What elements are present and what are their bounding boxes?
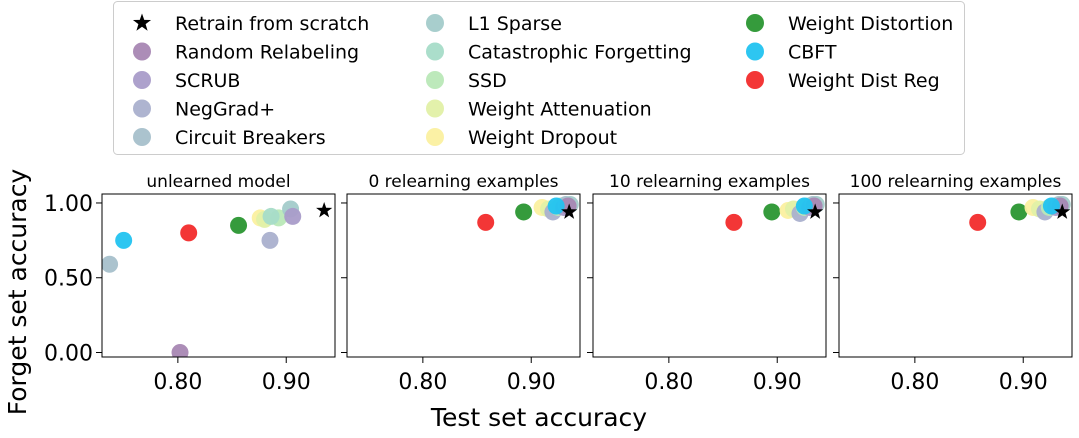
legend-marker-circle (426, 14, 444, 32)
x-tick-label: 0.80 (398, 370, 447, 395)
legend-frame (113, 1, 965, 155)
legend-marker-circle (746, 14, 764, 32)
legend-entry-weight-attenuation: Weight Attenuation (426, 99, 652, 121)
legend-entry-cbft: CBFT (746, 42, 837, 64)
legend-marker-circle (426, 99, 444, 118)
point-retrain-from-scratch-star (1054, 203, 1071, 219)
point-cbft (1042, 197, 1060, 215)
legend-marker-circle (133, 71, 151, 89)
x-tick-label: 0.90 (753, 370, 802, 395)
legend-entry-weight-dropout: Weight Dropout (426, 127, 617, 149)
legend-label: Weight Distortion (788, 13, 953, 35)
legend-entry-neggrad: NegGrad+ (133, 99, 275, 121)
legend: Retrain from scratch Random Relabeling SCR… (113, 1, 965, 155)
point-weight-distortion (763, 203, 781, 221)
legend-label: SCRUB (175, 70, 240, 92)
scatter-points (102, 200, 302, 357)
legend-label: Weight Dropout (468, 127, 617, 149)
point-weight-distortion (515, 203, 533, 221)
point-cbft (115, 231, 133, 249)
panel-title: 100 relearning examples (850, 172, 1062, 192)
legend-entry-random-relabeling: Random Relabeling (133, 42, 359, 64)
point-weight-distortion (230, 216, 248, 234)
point-retrain-from-scratch-star (807, 203, 824, 219)
legend-label: Retrain from scratch (175, 13, 369, 35)
x-axis-label: Test set accuracy (430, 403, 647, 432)
legend-entry-circuit-breakers: Circuit Breakers (133, 127, 326, 149)
scatter-points (725, 195, 825, 231)
panel-1: unlearned model 0.80 0.90 0.00 0.50 1.00 (44, 172, 336, 395)
legend-label: Catastrophic Forgetting (468, 42, 692, 64)
legend-marker-star (132, 13, 152, 31)
x-tick-label: 0.90 (507, 370, 556, 395)
point-neggrad (261, 231, 279, 249)
plot-panels: unlearned model 0.80 0.90 0.00 0.50 1.00 0 rel… (44, 172, 1073, 395)
panel-title: 0 relearning examples (368, 172, 558, 192)
axes-frame (838, 193, 1073, 358)
y-tick-label: 0.50 (44, 267, 93, 292)
legend-marker-circle (746, 71, 764, 89)
legend-label: L1 Sparse (468, 13, 562, 35)
point-weight-dist-reg (969, 213, 987, 231)
legend-entry-scrub: SCRUB (133, 70, 240, 92)
point-cbft (547, 197, 565, 215)
legend-marker-circle (426, 128, 444, 146)
legend-marker-circle (133, 42, 151, 61)
y-tick-label: 0.00 (44, 342, 93, 367)
panel-3: 10 relearning examples 0.80 0.90 (587, 172, 827, 395)
legend-label: SSD (468, 70, 507, 92)
point-weight-dist-reg (477, 213, 495, 231)
legend-marker-circle (746, 42, 764, 61)
point-weight-dist-reg (725, 213, 743, 231)
legend-label: Weight Attenuation (468, 99, 652, 121)
panel-title: unlearned model (146, 172, 290, 192)
legend-entry-weight-dist-reg: Weight Dist Reg (746, 70, 940, 92)
legend-marker-circle (426, 42, 444, 61)
point-cbft (795, 197, 813, 215)
legend-label: CBFT (788, 42, 837, 64)
legend-entry-ssd: SSD (426, 70, 507, 92)
y-tick-label: 1.00 (44, 192, 93, 217)
x-tick-label: 0.90 (262, 370, 311, 395)
legend-entry-weight-distortion: Weight Distortion (746, 13, 953, 35)
point-weight-distortion (1010, 203, 1028, 221)
panel-title: 10 relearning examples (609, 172, 810, 192)
legend-marker-circle (133, 128, 151, 146)
x-tick-label: 0.80 (644, 370, 693, 395)
x-tick-label: 0.90 (999, 370, 1048, 395)
point-weight-dist-reg (180, 224, 198, 242)
point-retrain-from-scratch-star (316, 201, 333, 218)
legend-label: Weight Dist Reg (788, 70, 940, 92)
legend-label: NegGrad+ (175, 99, 275, 121)
y-axis-label: Forget set accuracy (3, 169, 32, 416)
scatter-points (969, 195, 1071, 231)
legend-label: Circuit Breakers (175, 127, 326, 149)
axes-frame (592, 193, 827, 358)
legend-entry-retrain-from-scratch: Retrain from scratch (132, 13, 369, 35)
point-catastrophic-forgetting (262, 207, 280, 225)
panel-4: 100 relearning examples 0.80 0.90 (833, 172, 1073, 395)
panel-2: 0 relearning examples 0.80 0.90 (341, 172, 581, 395)
legend-marker-circle (426, 71, 444, 89)
x-tick-label: 0.80 (153, 370, 202, 395)
point-retrain-from-scratch-star (561, 203, 578, 219)
legend-entry-catastrophic-forgetting: Catastrophic Forgetting (426, 42, 692, 64)
axes-frame (101, 193, 336, 358)
point-scrub (284, 207, 302, 225)
legend-entry-l1-sparse: L1 Sparse (426, 13, 562, 35)
legend-marker-circle (133, 99, 151, 118)
point-random-relabeling (171, 344, 189, 357)
axes-frame (346, 193, 581, 358)
point-circuit-breakers (102, 255, 119, 273)
x-tick-label: 0.80 (890, 370, 939, 395)
legend-label: Random Relabeling (175, 42, 359, 64)
scatter-points (477, 195, 579, 231)
